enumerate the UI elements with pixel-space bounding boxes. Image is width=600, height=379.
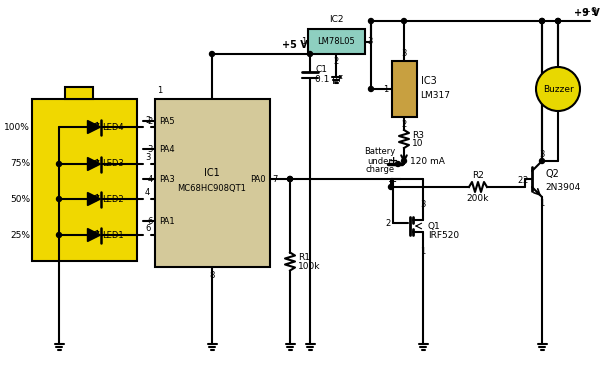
Polygon shape <box>88 158 101 171</box>
Text: 2: 2 <box>401 120 407 129</box>
Circle shape <box>209 52 215 56</box>
Text: 1: 1 <box>157 86 162 95</box>
Text: 100%: 100% <box>4 122 30 132</box>
Text: 2: 2 <box>145 116 150 125</box>
Text: IC1: IC1 <box>204 168 220 178</box>
Circle shape <box>539 19 545 23</box>
Text: +: + <box>388 156 398 166</box>
Text: 6: 6 <box>148 216 153 226</box>
Text: 50%: 50% <box>10 194 30 204</box>
Text: IC3: IC3 <box>421 76 436 86</box>
Circle shape <box>401 158 407 163</box>
Text: 120 mA: 120 mA <box>410 157 445 166</box>
Polygon shape <box>88 229 101 241</box>
Text: Battery: Battery <box>364 147 395 157</box>
Circle shape <box>287 177 293 182</box>
Text: LM317: LM317 <box>421 91 451 100</box>
Text: IC2: IC2 <box>329 15 343 24</box>
Text: LM78L05: LM78L05 <box>317 38 355 47</box>
Text: PA0: PA0 <box>250 174 266 183</box>
Text: 75%: 75% <box>10 160 30 169</box>
Bar <box>32 99 137 261</box>
Text: 3: 3 <box>145 153 151 162</box>
Text: LED4: LED4 <box>103 122 124 132</box>
Text: 2N3904: 2N3904 <box>545 183 580 191</box>
Text: 25%: 25% <box>10 230 30 240</box>
Circle shape <box>56 232 62 238</box>
Text: under: under <box>368 157 392 166</box>
Text: 7: 7 <box>272 174 277 183</box>
Circle shape <box>539 19 545 23</box>
Text: 3: 3 <box>539 150 545 159</box>
Text: 2: 2 <box>148 116 153 125</box>
Text: 2: 2 <box>334 57 338 66</box>
Text: PA4: PA4 <box>159 144 175 153</box>
Text: −: − <box>388 177 398 187</box>
Text: +9 V: +9 V <box>583 7 600 17</box>
Text: 200k: 200k <box>467 194 489 203</box>
Text: PA5: PA5 <box>159 116 175 125</box>
Circle shape <box>395 161 401 166</box>
Text: 4: 4 <box>148 174 153 183</box>
Bar <box>65 87 93 99</box>
Circle shape <box>536 67 580 111</box>
Text: 100k: 100k <box>298 262 320 271</box>
Text: LED2: LED2 <box>103 194 124 204</box>
Text: 2: 2 <box>386 219 391 227</box>
Text: charge: charge <box>365 166 395 174</box>
Text: 10: 10 <box>412 139 424 149</box>
Text: 1: 1 <box>383 85 389 94</box>
Circle shape <box>287 177 293 182</box>
Text: 1: 1 <box>301 38 306 47</box>
Text: 3: 3 <box>421 200 425 209</box>
Circle shape <box>368 19 373 23</box>
Text: 3: 3 <box>148 144 153 153</box>
Circle shape <box>56 161 62 166</box>
Circle shape <box>556 19 560 23</box>
Text: LED1: LED1 <box>103 230 124 240</box>
Text: 6: 6 <box>145 224 151 233</box>
Circle shape <box>389 185 394 190</box>
Text: 0.1 μF: 0.1 μF <box>315 75 343 85</box>
Text: C1: C1 <box>315 66 327 75</box>
Circle shape <box>401 19 407 23</box>
Polygon shape <box>88 121 101 133</box>
Text: MC68HC908QT1: MC68HC908QT1 <box>178 183 247 193</box>
Bar <box>308 29 365 54</box>
Text: R3: R3 <box>412 130 424 139</box>
Text: Q1: Q1 <box>428 221 441 230</box>
Text: 1: 1 <box>539 199 545 208</box>
Text: 3: 3 <box>401 49 407 58</box>
Text: 1: 1 <box>421 247 425 256</box>
Text: 4: 4 <box>145 188 150 197</box>
Text: R1: R1 <box>298 253 310 262</box>
Text: IRF520: IRF520 <box>428 232 459 241</box>
Text: +9 V: +9 V <box>574 8 600 18</box>
Text: Q2: Q2 <box>545 169 559 179</box>
Bar <box>392 61 416 117</box>
Circle shape <box>539 158 545 163</box>
Text: 2: 2 <box>523 176 527 185</box>
Text: PA1: PA1 <box>159 216 175 226</box>
Text: Buzzer: Buzzer <box>542 85 574 94</box>
Text: +5 V: +5 V <box>282 40 308 50</box>
Text: 8: 8 <box>209 271 215 280</box>
Text: R2: R2 <box>472 171 484 180</box>
Polygon shape <box>88 193 101 205</box>
Text: LED3: LED3 <box>103 160 124 169</box>
Text: 2: 2 <box>518 176 523 185</box>
Circle shape <box>56 196 62 202</box>
Text: 3: 3 <box>367 38 373 47</box>
Text: PA3: PA3 <box>159 174 175 183</box>
Circle shape <box>308 52 313 56</box>
Circle shape <box>368 86 373 91</box>
Circle shape <box>556 19 560 23</box>
Bar <box>155 99 270 267</box>
